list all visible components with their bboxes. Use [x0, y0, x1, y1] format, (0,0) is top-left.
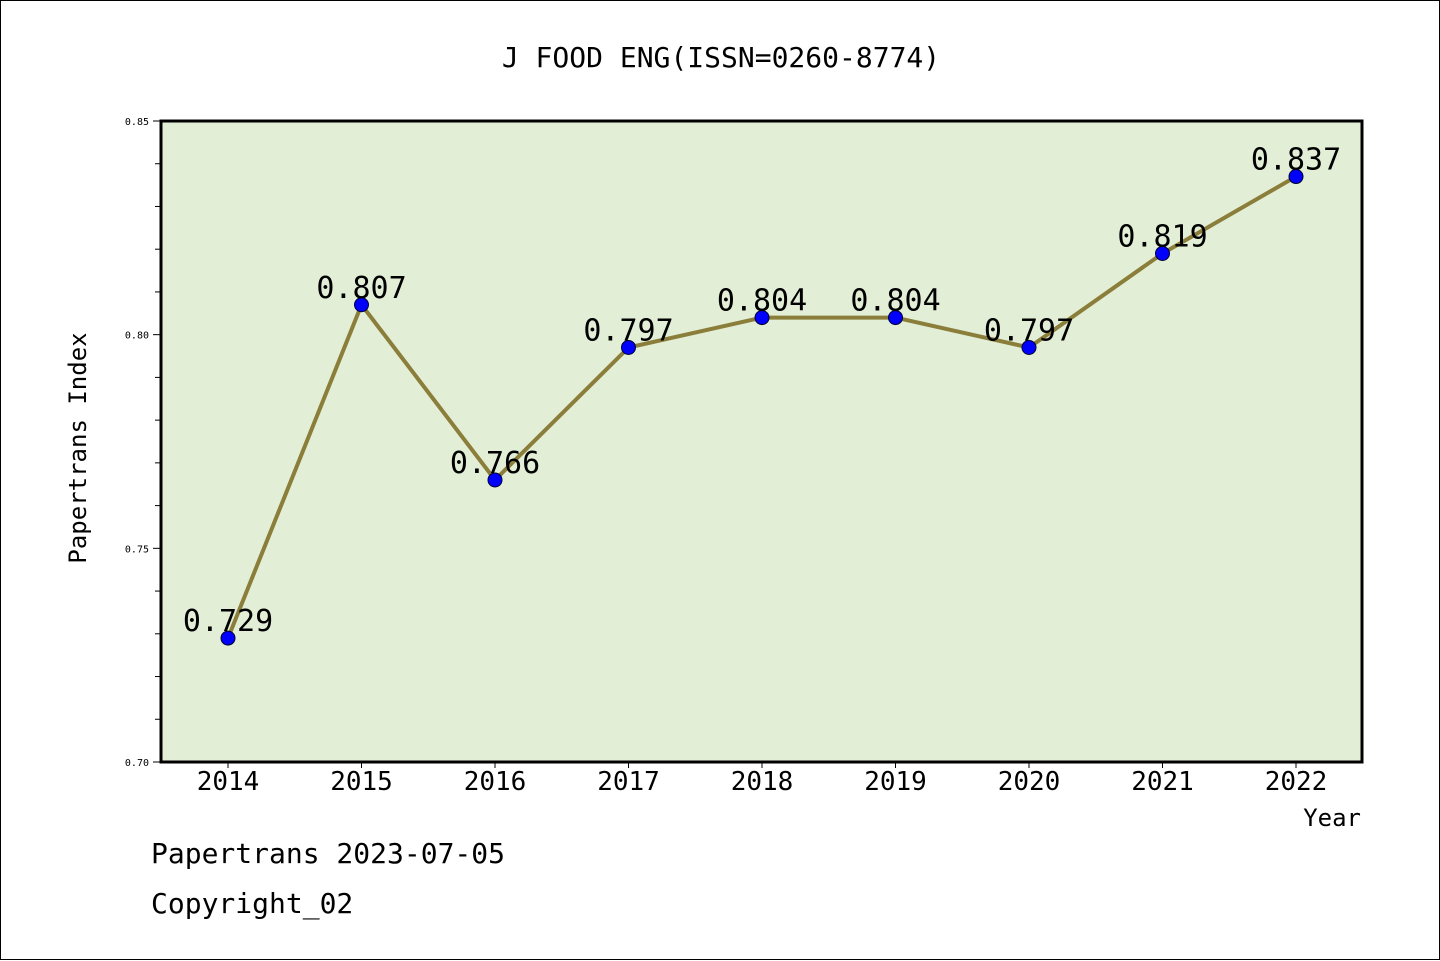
data-point — [621, 339, 636, 355]
data-point — [1288, 169, 1304, 185]
y-tick-label: 0.85 — [125, 117, 149, 128]
y-axis-ticks: 0.70 0.75 0.80 0.85 — [125, 117, 161, 769]
data-label: 0.804 — [850, 284, 940, 319]
x-tick-label: 2015 — [330, 767, 393, 797]
chart-title: J FOOD ENG(ISSN=0260-8774) — [502, 41, 940, 74]
data-label: 0.804 — [717, 284, 807, 319]
x-tick-label: 2020 — [998, 767, 1061, 797]
data-label: 0.766 — [450, 446, 540, 481]
footer-date: Papertrans 2023-07-05 — [151, 837, 506, 870]
x-axis-label: Year — [1303, 804, 1361, 832]
y-tick-label: 0.80 — [125, 331, 149, 342]
x-tick-label: 2022 — [1265, 767, 1328, 797]
data-point — [354, 297, 369, 313]
x-tick-label: 2016 — [464, 767, 527, 797]
data-label: 0.797 — [984, 313, 1074, 348]
y-tick-label: 0.75 — [125, 544, 149, 555]
plot-area — [159, 119, 1364, 764]
x-tick-label: 2019 — [864, 767, 927, 797]
y-tick-label: 0.70 — [125, 758, 149, 769]
data-label: 0.729 — [183, 604, 273, 639]
data-label: 0.837 — [1251, 143, 1341, 178]
data-point — [1021, 339, 1037, 355]
x-axis-ticks: 2014 2015 2016 2017 2018 2019 2020 2021 2022 — [197, 762, 1328, 797]
series-layer: 0.729 0.807 0.766 0.797 0.804 0.804 0.797 0.819… — [183, 143, 1341, 646]
x-tick-label: 2018 — [731, 767, 794, 797]
data-label: 0.819 — [1117, 219, 1207, 254]
data-point — [754, 310, 770, 326]
data-point — [220, 630, 236, 646]
data-point — [487, 472, 503, 488]
data-label: 0.807 — [316, 271, 406, 306]
data-point — [1155, 245, 1170, 261]
x-tick-label: 2017 — [597, 767, 660, 797]
x-tick-label: 2021 — [1131, 767, 1194, 797]
footer-copyright: Copyright_02 — [151, 887, 354, 920]
data-label: 0.797 — [583, 313, 673, 348]
x-tick-label: 2014 — [197, 767, 260, 797]
data-point — [888, 310, 903, 326]
y-axis-label: Papertrans Index — [64, 332, 92, 563]
